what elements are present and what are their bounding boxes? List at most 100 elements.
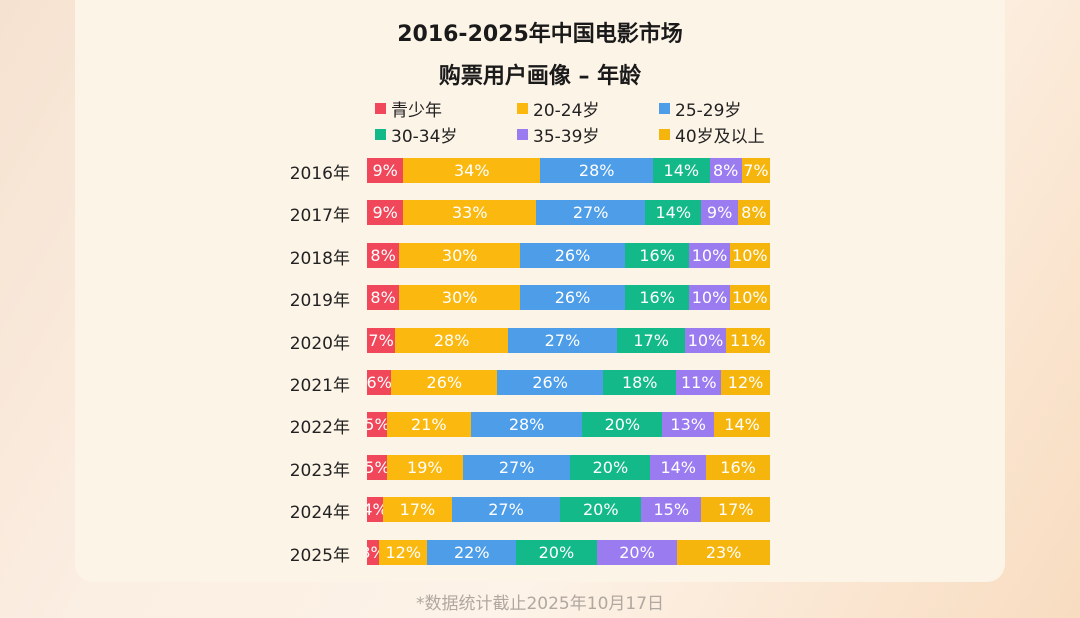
bar-segment: 28% bbox=[395, 327, 509, 353]
y-tick-label: 2016年 bbox=[289, 164, 350, 184]
data-label: 16% bbox=[639, 288, 675, 308]
bar-segment: 20% bbox=[596, 539, 678, 565]
bar-segment: 8% bbox=[367, 242, 400, 268]
y-tick-label: 2017年 bbox=[289, 206, 350, 227]
bar-segment: 8% bbox=[367, 285, 400, 311]
bar-segment: 26% bbox=[497, 370, 604, 395]
bar-segment: 20% bbox=[582, 412, 663, 438]
data-label: 11% bbox=[730, 330, 766, 350]
bar-segment: 14% bbox=[645, 200, 702, 226]
legend-label: 35-39岁 bbox=[533, 127, 600, 147]
data-label: 27% bbox=[498, 457, 535, 477]
bar-segment: 30% bbox=[399, 285, 521, 311]
legend-item: 30-34岁 bbox=[375, 122, 457, 147]
bar-segment: 16% bbox=[624, 285, 690, 311]
bar-segment: 19% bbox=[386, 454, 463, 480]
y-tick-label: 2023年 bbox=[289, 460, 350, 481]
bar-segment: 9% bbox=[701, 200, 738, 226]
data-label: 14% bbox=[660, 457, 696, 477]
legend-swatch bbox=[659, 129, 670, 140]
bar-segment: 22% bbox=[427, 539, 517, 565]
bar-segment: 18% bbox=[603, 370, 677, 395]
data-label: 8% bbox=[712, 161, 739, 180]
y-tick-label: 2020年 bbox=[289, 333, 350, 354]
bar-segment: 5% bbox=[367, 454, 387, 480]
data-label: 20% bbox=[582, 500, 619, 520]
data-label: 22% bbox=[453, 542, 490, 562]
footnote: *数据统计截止2025年10月17日 bbox=[415, 594, 665, 614]
legend-item: 20-24岁 bbox=[517, 96, 599, 121]
bar-segment: 12% bbox=[379, 539, 428, 565]
legend-label: 25-29岁 bbox=[675, 101, 742, 121]
data-label: 16% bbox=[720, 457, 756, 477]
data-label: 27% bbox=[544, 330, 581, 350]
data-label: 27% bbox=[572, 203, 609, 223]
data-label: 28% bbox=[433, 330, 470, 350]
data-label: 10% bbox=[691, 245, 728, 265]
legend-item: 青少年 bbox=[375, 96, 442, 121]
data-label: 3% bbox=[367, 543, 379, 562]
data-label: 4% bbox=[367, 500, 383, 520]
bar-segment: 27% bbox=[536, 200, 646, 226]
y-tick-label: 2018年 bbox=[289, 248, 350, 269]
data-label: 5% bbox=[367, 457, 387, 477]
bar-segment: 11% bbox=[676, 370, 722, 395]
bar-segment: 28% bbox=[540, 158, 654, 183]
data-label: 9% bbox=[372, 203, 398, 223]
y-tick-label: 2024年 bbox=[289, 503, 350, 524]
bar-segment: 26% bbox=[520, 242, 625, 268]
bar-segment: 9% bbox=[367, 158, 404, 183]
bar-segment: 27% bbox=[451, 497, 561, 523]
bar-segment: 10% bbox=[729, 242, 770, 268]
data-label: 26% bbox=[532, 373, 568, 392]
data-label: 14% bbox=[655, 203, 692, 223]
data-label: 21% bbox=[411, 415, 447, 435]
bar-segment: 12% bbox=[721, 370, 770, 395]
bar-segment: 17% bbox=[616, 327, 686, 353]
bar-segment: 26% bbox=[520, 285, 625, 311]
data-label: 8% bbox=[741, 203, 767, 223]
bar-segment: 30% bbox=[399, 242, 521, 268]
data-label: 28% bbox=[578, 161, 615, 180]
data-label: 17% bbox=[717, 500, 754, 520]
bar-segment: 13% bbox=[662, 412, 715, 438]
data-label: 20% bbox=[604, 415, 641, 435]
legend-swatch bbox=[659, 103, 670, 114]
bar-segment: 10% bbox=[685, 327, 726, 353]
data-label: 30% bbox=[441, 245, 478, 265]
data-label: 20% bbox=[592, 457, 629, 477]
bar-segment: 9% bbox=[367, 200, 404, 226]
data-label: 26% bbox=[554, 245, 591, 265]
chart-title: 2016-2025年中国电影市场 bbox=[397, 22, 683, 47]
bar-segment: 20% bbox=[516, 539, 597, 565]
data-label: 20% bbox=[619, 542, 655, 562]
bar-segment: 17% bbox=[701, 497, 770, 523]
data-label: 9% bbox=[706, 203, 733, 223]
bar-segment: 20% bbox=[570, 454, 651, 480]
bar-segment: 21% bbox=[386, 412, 471, 438]
legend-swatch bbox=[375, 129, 386, 140]
bar-segment: 14% bbox=[714, 412, 770, 438]
data-label: 17% bbox=[399, 500, 436, 520]
legend-swatch bbox=[375, 103, 386, 114]
data-label: 19% bbox=[407, 457, 443, 477]
bar-segment: 23% bbox=[677, 539, 770, 565]
bar-segment: 16% bbox=[624, 242, 690, 268]
bar-segment: 14% bbox=[653, 158, 710, 183]
bar-segment: 16% bbox=[706, 454, 770, 480]
bar-segment: 6% bbox=[367, 370, 392, 395]
bar-segment: 10% bbox=[689, 285, 730, 311]
data-label: 12% bbox=[727, 373, 764, 392]
data-label: 8% bbox=[370, 245, 396, 265]
legend-label: 30-34岁 bbox=[391, 127, 458, 147]
bar-segment: 10% bbox=[729, 285, 770, 311]
legend-label: 青少年 bbox=[391, 101, 442, 121]
data-label: 9% bbox=[372, 161, 398, 180]
data-label: 10% bbox=[687, 330, 724, 350]
legend-label: 20-24岁 bbox=[533, 101, 600, 121]
bar-segment: 8% bbox=[709, 158, 742, 183]
data-label: 18% bbox=[621, 373, 658, 392]
y-tick-label: 2021年 bbox=[289, 376, 350, 396]
y-tick-label: 2025年 bbox=[289, 545, 350, 566]
bar-segment: 8% bbox=[737, 200, 770, 226]
